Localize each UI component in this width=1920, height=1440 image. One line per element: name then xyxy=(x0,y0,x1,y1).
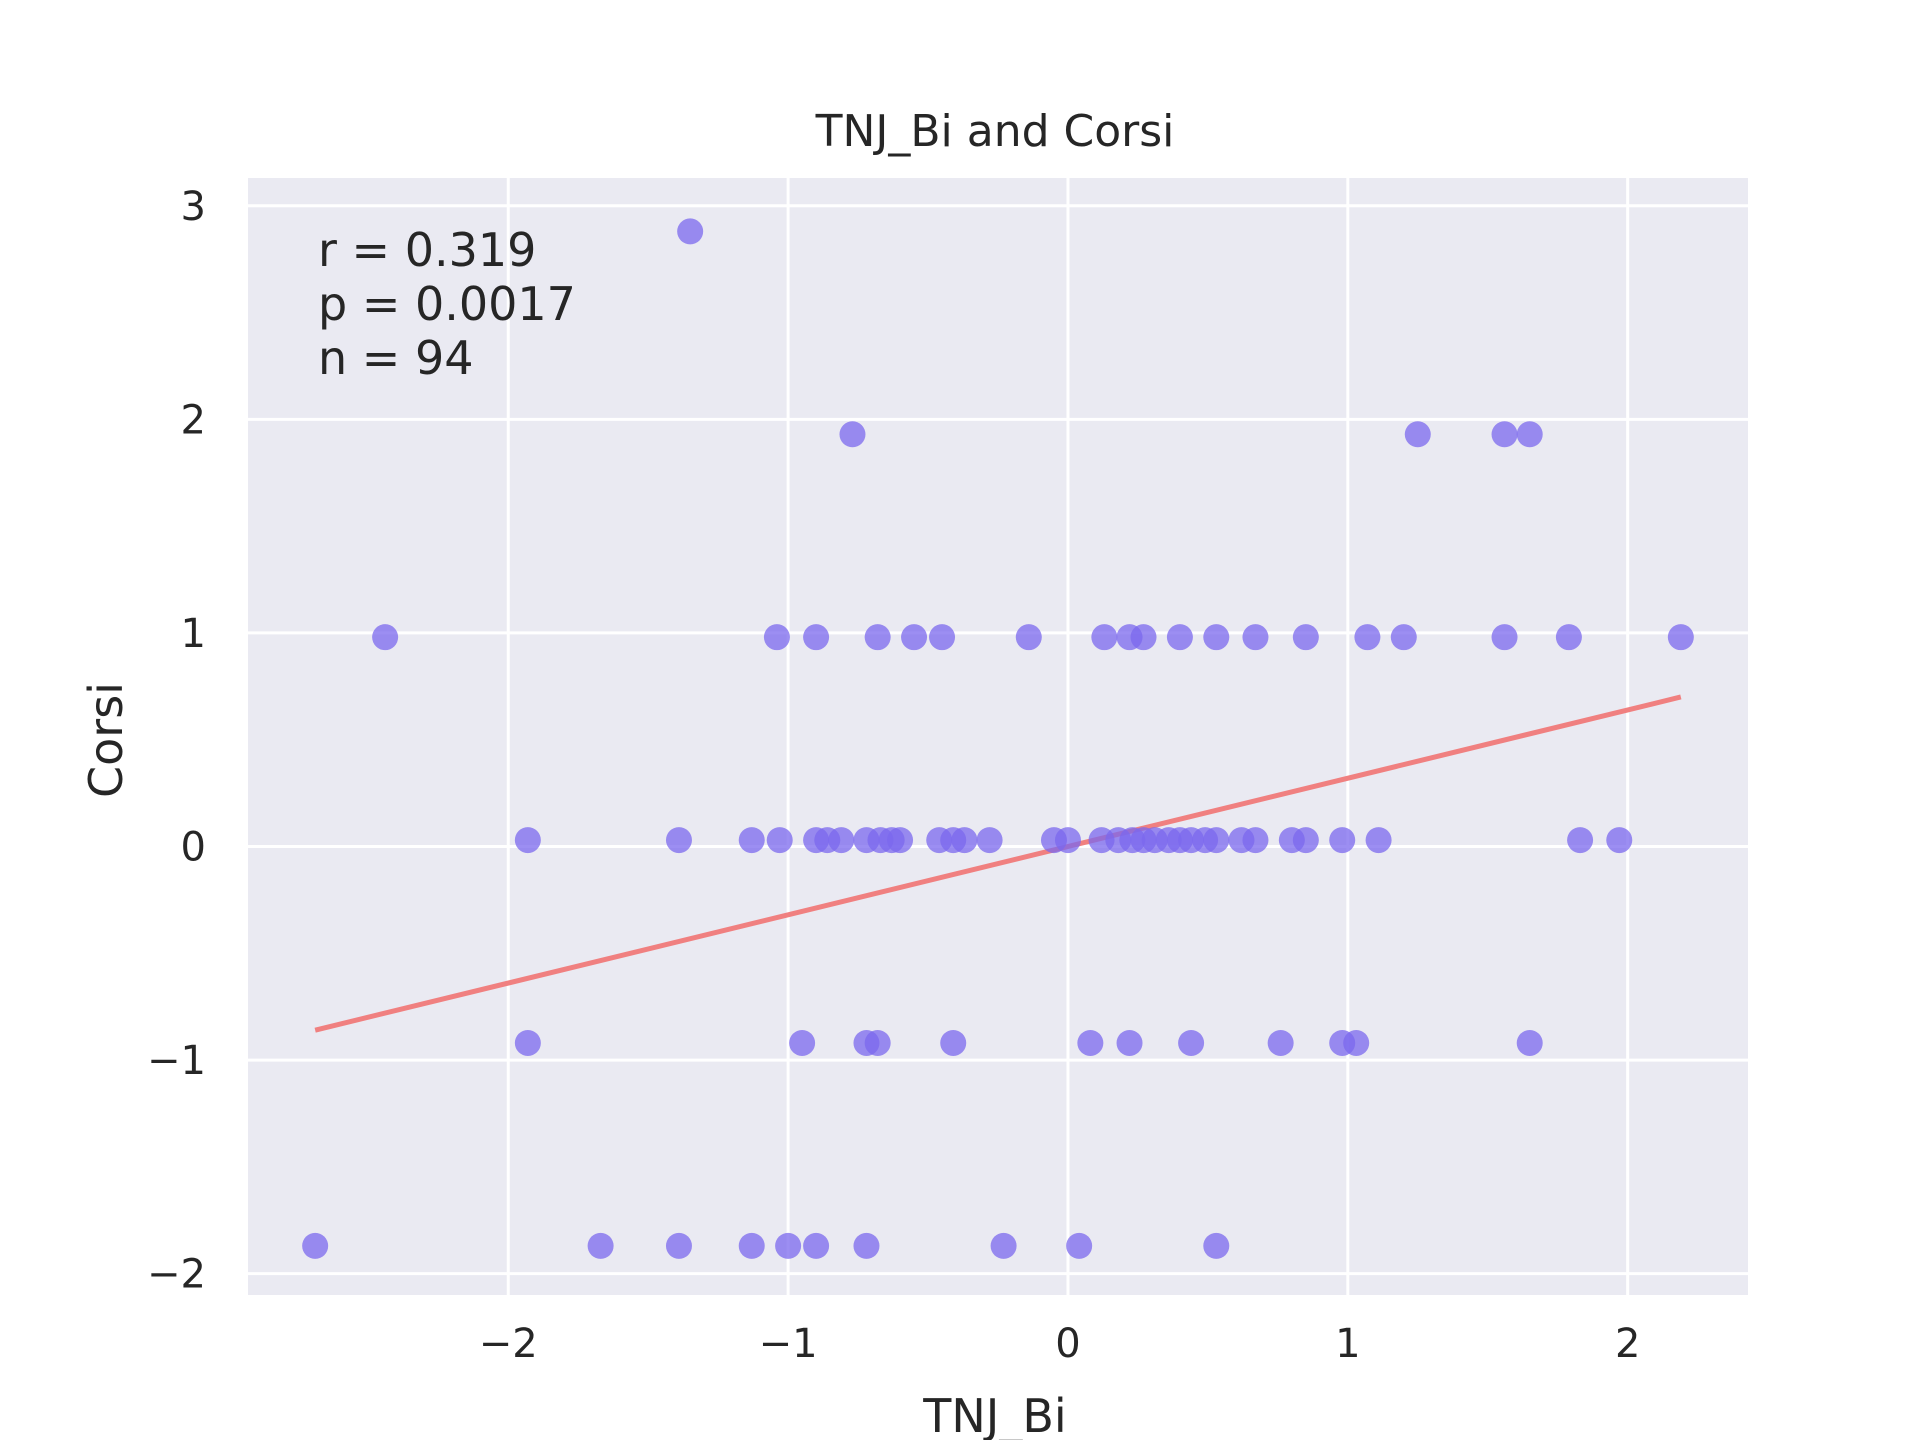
data-point xyxy=(1491,421,1518,448)
regression-line xyxy=(314,694,1682,1033)
x-tick-labels: −2 −1 0 1 2 xyxy=(479,1321,1641,1367)
data-point xyxy=(951,827,978,854)
y-tick-label: 1 xyxy=(181,611,206,657)
data-point xyxy=(901,624,928,651)
data-point xyxy=(1203,827,1230,854)
data-point xyxy=(1404,421,1431,448)
y-axis-label: Corsi xyxy=(79,682,133,798)
stat-p: p = 0.0017 xyxy=(318,277,576,331)
data-point xyxy=(1606,827,1633,854)
data-point xyxy=(738,827,765,854)
data-point xyxy=(1343,1029,1370,1056)
y-tick-label: 0 xyxy=(181,824,206,870)
data-point xyxy=(929,624,956,651)
plot-area xyxy=(248,178,1748,1295)
data-point xyxy=(1516,421,1543,448)
data-point xyxy=(1066,1232,1093,1259)
y-tick-label: −1 xyxy=(147,1038,206,1084)
data-point xyxy=(775,1232,802,1259)
stat-n: n = 94 xyxy=(318,331,473,385)
data-point xyxy=(1292,624,1319,651)
y-tick-label: 2 xyxy=(181,397,206,443)
data-point xyxy=(887,827,914,854)
data-point xyxy=(1667,624,1694,651)
data-point xyxy=(766,827,793,854)
data-point xyxy=(1567,827,1594,854)
data-point xyxy=(990,1232,1017,1259)
chart-title: TNJ_Bi and Corsi xyxy=(815,106,1175,157)
data-point xyxy=(976,827,1003,854)
data-point xyxy=(803,1232,830,1259)
data-point xyxy=(1203,624,1230,651)
data-point xyxy=(1242,827,1269,854)
data-point xyxy=(514,1029,541,1056)
data-point xyxy=(665,1232,692,1259)
data-point xyxy=(1130,624,1157,651)
data-point xyxy=(1091,624,1118,651)
x-tick-label: −1 xyxy=(759,1321,818,1367)
y-tick-labels: −2 −1 0 1 2 3 xyxy=(147,184,206,1298)
stat-r: r = 0.319 xyxy=(318,223,536,277)
x-tick-label: 2 xyxy=(1615,1321,1640,1367)
data-point xyxy=(738,1232,765,1259)
data-point xyxy=(1555,624,1582,651)
data-points xyxy=(302,218,1694,1259)
data-point xyxy=(1015,624,1042,651)
x-tick-label: 1 xyxy=(1335,1321,1360,1367)
y-tick-label: 3 xyxy=(181,184,206,230)
data-point xyxy=(587,1232,614,1259)
data-point xyxy=(1292,827,1319,854)
data-point xyxy=(1267,1029,1294,1056)
data-point xyxy=(803,624,830,651)
data-point xyxy=(763,624,790,651)
data-point xyxy=(1329,827,1356,854)
data-point xyxy=(1178,1029,1205,1056)
x-tick-label: 0 xyxy=(1055,1321,1080,1367)
data-point xyxy=(514,827,541,854)
data-point xyxy=(828,827,855,854)
data-point xyxy=(864,1029,891,1056)
data-point xyxy=(853,1232,880,1259)
data-point xyxy=(372,624,399,651)
data-point xyxy=(1054,827,1081,854)
data-point xyxy=(1516,1029,1543,1056)
data-point xyxy=(839,421,866,448)
data-point xyxy=(1116,1029,1143,1056)
x-axis-label: TNJ_Bi xyxy=(922,1389,1066,1440)
data-point xyxy=(1203,1232,1230,1259)
x-tick-label: −2 xyxy=(479,1321,538,1367)
data-point xyxy=(1491,624,1518,651)
data-point xyxy=(1166,624,1193,651)
data-point xyxy=(1390,624,1417,651)
data-point xyxy=(302,1232,329,1259)
data-point xyxy=(1354,624,1381,651)
data-point xyxy=(864,624,891,651)
data-point xyxy=(1242,624,1269,651)
data-point xyxy=(1077,1029,1104,1056)
data-point xyxy=(677,218,704,245)
data-point xyxy=(789,1029,816,1056)
data-point xyxy=(1365,827,1392,854)
data-point xyxy=(940,1029,967,1056)
y-tick-label: −2 xyxy=(147,1252,206,1298)
data-point xyxy=(665,827,692,854)
grid-lines xyxy=(248,178,1748,1295)
